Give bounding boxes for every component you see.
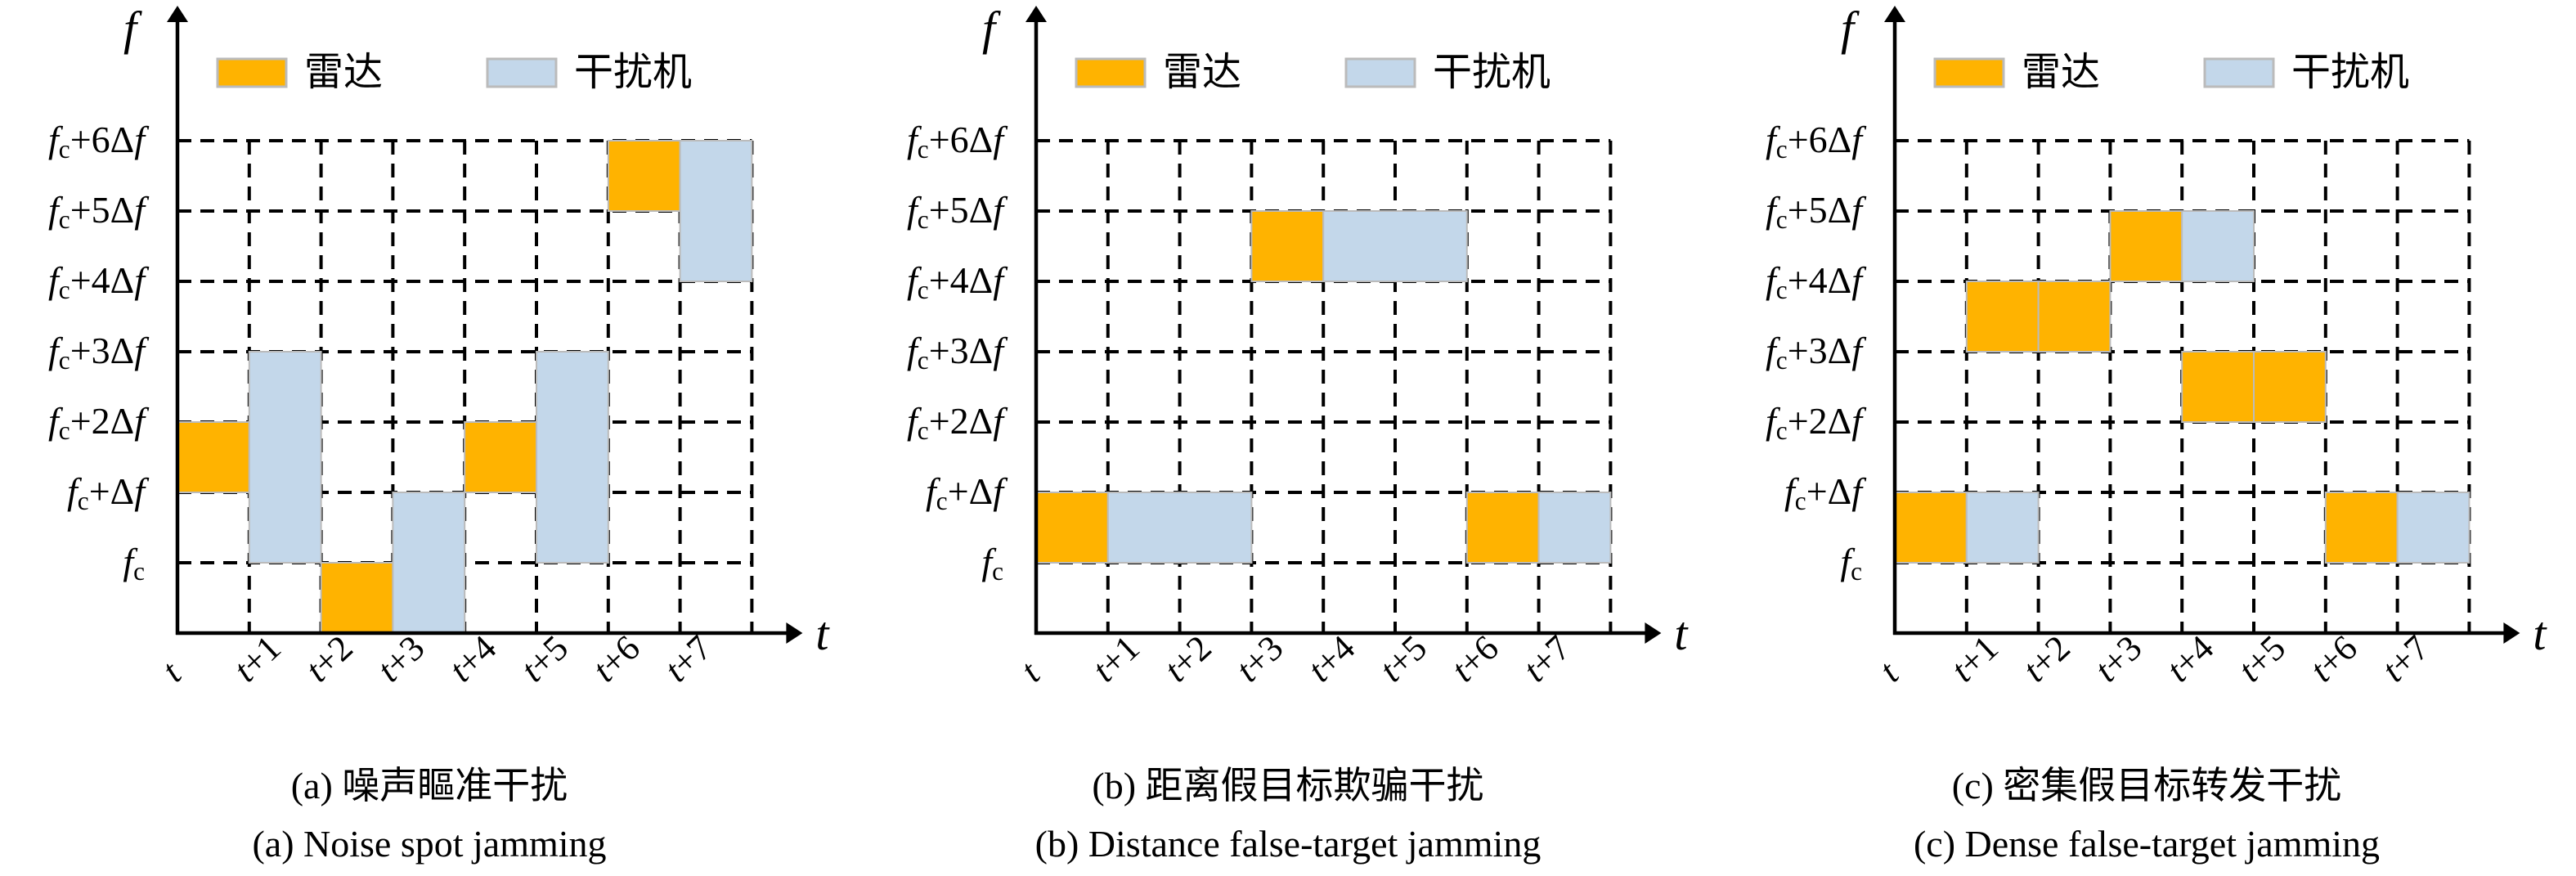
svg-text:(a) 噪声瞘准干扰: (a) 噪声瞘准干扰 xyxy=(291,765,568,806)
svg-text:(c) Dense false-target jamming: (c) Dense false-target jamming xyxy=(1914,823,2380,865)
svg-text:雷达: 雷达 xyxy=(2022,51,2100,94)
svg-text:t: t xyxy=(1674,607,1689,660)
svg-text:干扰机: 干扰机 xyxy=(1433,51,1551,94)
svg-text:雷达: 雷达 xyxy=(304,51,383,94)
svg-text:t: t xyxy=(815,607,830,660)
svg-text:(b) 距离假目标欺骗干扰: (b) 距离假目标欺骗干扰 xyxy=(1092,765,1483,806)
svg-text:干扰机: 干扰机 xyxy=(2291,51,2409,94)
svg-text:(b) Distance false-target jamm: (b) Distance false-target jamming xyxy=(1035,823,1542,865)
svg-text:(a) Noise spot jamming: (a) Noise spot jamming xyxy=(252,823,606,865)
svg-text:t: t xyxy=(2533,607,2547,660)
svg-text:雷达: 雷达 xyxy=(1163,51,1241,94)
svg-text:(c) 密集假目标转发干扰: (c) 密集假目标转发干扰 xyxy=(1952,765,2342,806)
svg-text:干扰机: 干扰机 xyxy=(574,51,692,94)
